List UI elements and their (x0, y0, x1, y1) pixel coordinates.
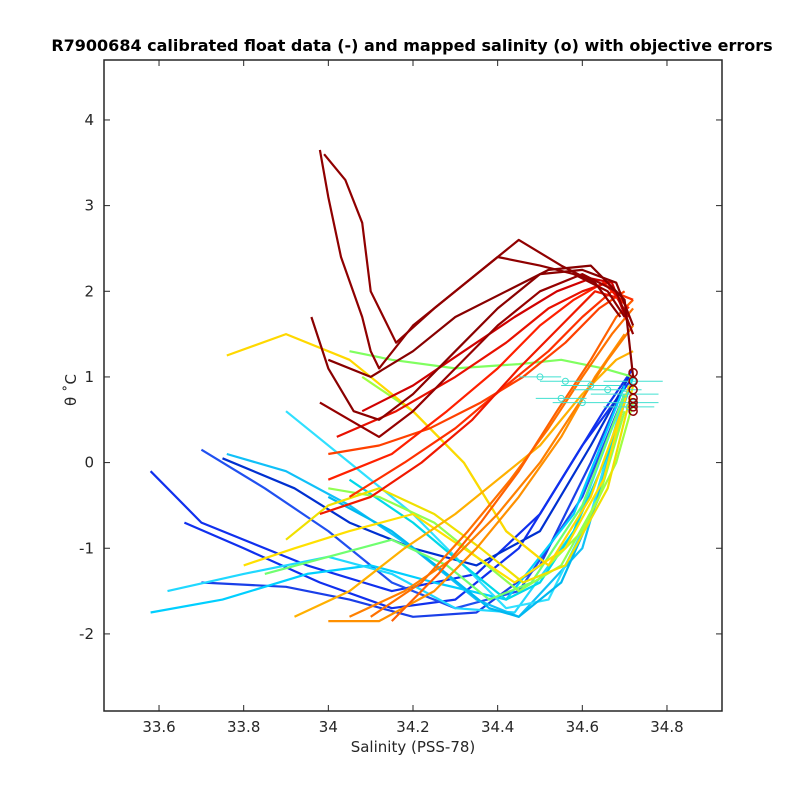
y-axis: -2 -1 0 1 2 3 4 (79, 111, 722, 643)
series-line-29 (319, 290, 625, 516)
chart-title: R7900684 calibrated float data (-) and m… (51, 36, 772, 55)
series-line-17 (226, 333, 626, 567)
x-axis: 33.6 33.8 34 34.2 34.4 34.6 34.8 (142, 60, 684, 736)
series-line-18 (285, 385, 635, 584)
mapped-salinity-point (536, 373, 544, 381)
y-tick-label: 2 (84, 282, 94, 300)
series-line-4 (201, 385, 626, 618)
y-tick-label: -1 (79, 539, 94, 557)
x-tick-label: 34.8 (650, 718, 683, 736)
mapped-salinity-point (561, 377, 569, 385)
x-tick-label: 33.8 (227, 718, 260, 736)
x-tick-label: 34.6 (566, 718, 599, 736)
series-line-2 (183, 376, 634, 610)
y-tick-label: 3 (84, 197, 94, 215)
x-axis-label: Salinity (PSS-78) (351, 738, 476, 756)
mapped-salinity-point (629, 399, 637, 407)
mapped-salinity-point (604, 386, 612, 394)
series-line-34 (327, 264, 635, 378)
mapped-salinity-point (578, 399, 586, 407)
x-tick-label: 34.4 (481, 718, 514, 736)
series-line-33 (319, 273, 635, 438)
y-tick-label: 1 (84, 368, 94, 386)
x-tick-label: 33.6 (142, 718, 175, 736)
mapped-marker (628, 406, 638, 416)
series-line-23 (391, 299, 634, 622)
mapped-marker (628, 402, 638, 412)
y-tick-label: 0 (84, 454, 94, 472)
y-axis-label: θ ˚C (62, 374, 80, 406)
series-line-21 (349, 324, 634, 618)
series-layer (149, 149, 635, 623)
series-line-12 (264, 393, 626, 601)
y-tick-label: 4 (84, 111, 94, 129)
series-line-13 (349, 350, 634, 378)
series-line-32 (310, 268, 635, 421)
x-tick-label: 34 (319, 718, 338, 736)
mapped-layer (518, 367, 663, 416)
x-tick-label: 34.2 (396, 718, 429, 736)
y-tick-label: -2 (79, 625, 94, 643)
series-line-3 (200, 393, 626, 610)
series-line-19 (294, 350, 634, 618)
series-line-30 (318, 149, 626, 370)
mapped-salinity-point (557, 394, 565, 402)
mapped-salinity-point (629, 377, 637, 385)
mapped-salinity-point (587, 382, 595, 389)
series-line-6 (150, 385, 626, 614)
mapped-salinity-point (621, 390, 629, 398)
